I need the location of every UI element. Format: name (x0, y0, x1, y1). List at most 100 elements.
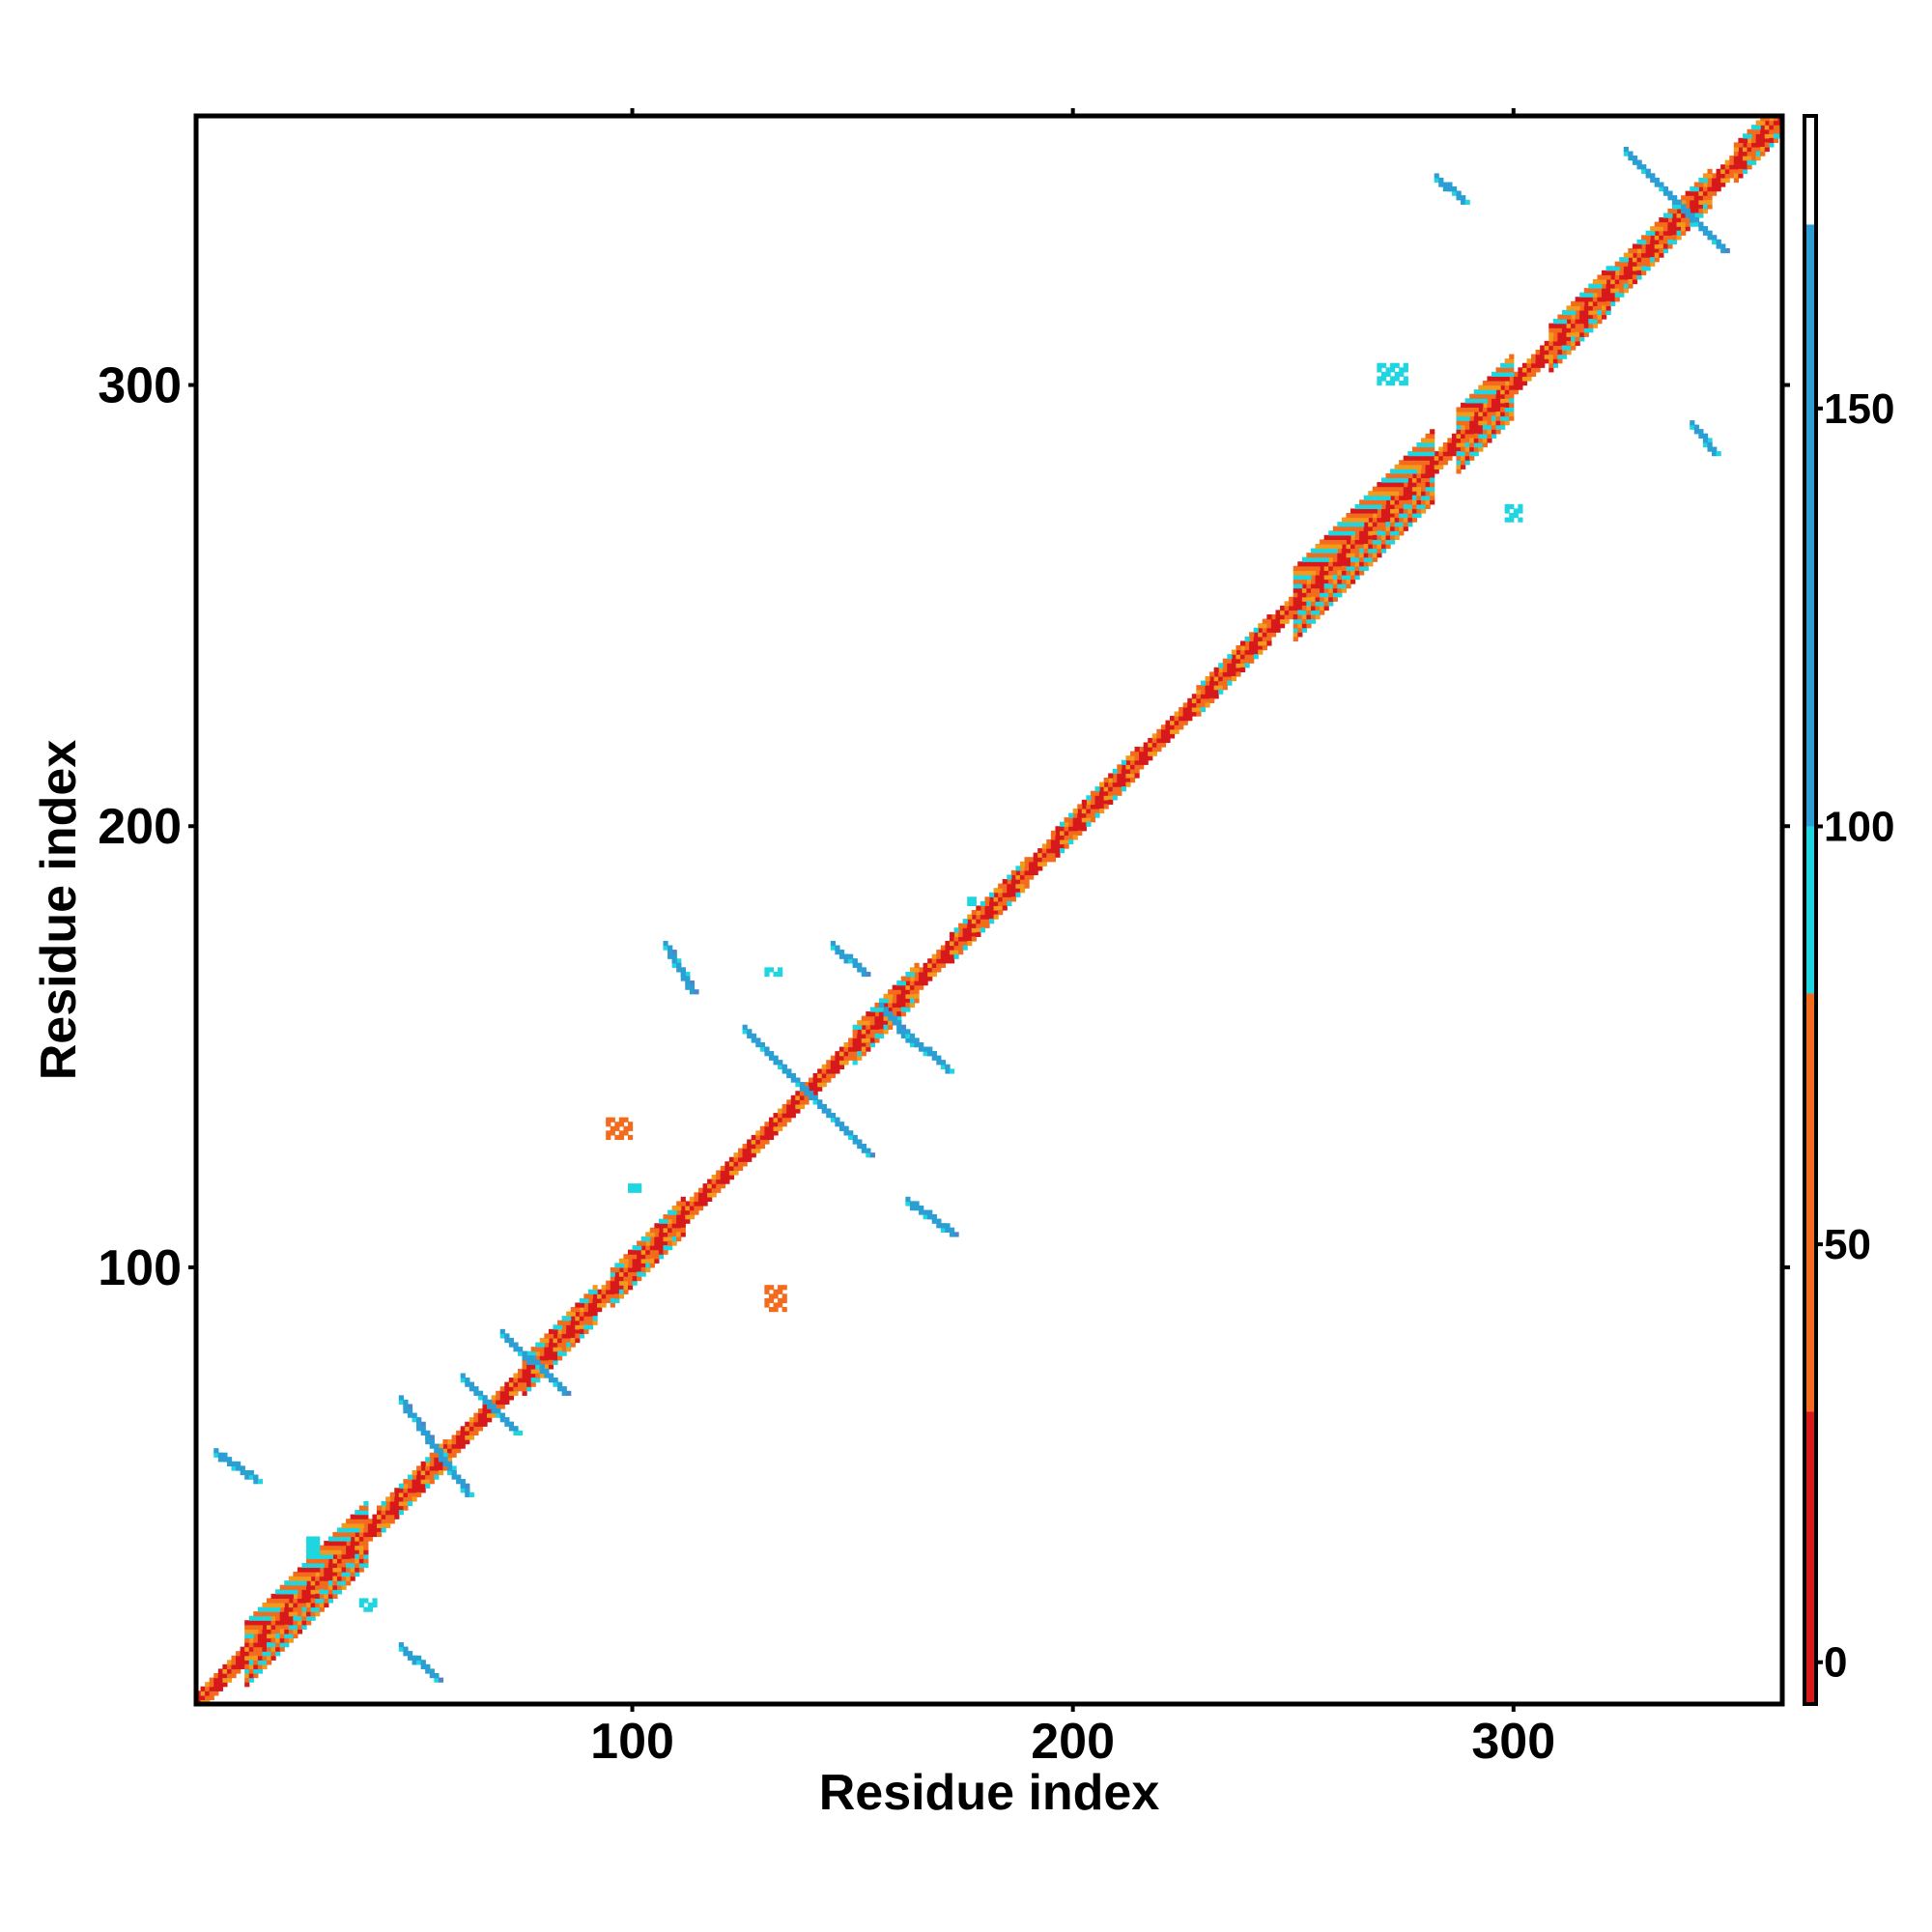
diagonal-cell (1619, 278, 1625, 285)
diagonal-cell (976, 919, 981, 924)
diagonal-cell (1425, 460, 1431, 466)
helix-cell (358, 1553, 364, 1559)
helix-cell (1293, 632, 1298, 638)
helix-cell (363, 1514, 369, 1520)
diagonal-cell (627, 1276, 634, 1282)
diagonal-cell (685, 1205, 691, 1211)
diagonal-cell (508, 1386, 514, 1392)
helix-cell (1464, 398, 1470, 404)
blob-cell (768, 1297, 775, 1304)
helix-cell (1403, 526, 1408, 531)
helix-cell (1227, 680, 1233, 686)
strand-cell (438, 1457, 444, 1463)
helix-cell (1394, 526, 1400, 531)
strand-cell (460, 1373, 466, 1378)
diagonal-cell (1033, 852, 1038, 858)
diagonal-cell (1671, 230, 1678, 236)
helix-cell (350, 1558, 355, 1564)
helix-cell (1306, 561, 1312, 567)
helix-cell (1751, 156, 1757, 161)
diagonal-cell (1315, 570, 1321, 576)
helix-cell (1566, 340, 1572, 347)
helix-cell (544, 1364, 550, 1370)
strand-cell (434, 1448, 440, 1454)
diagonal-cell (372, 1514, 378, 1520)
helix-cell (654, 1258, 660, 1264)
diagonal-cell (817, 1082, 823, 1088)
helix-cell (1416, 499, 1422, 505)
helix-cell (1773, 133, 1779, 139)
helix-cell (1464, 455, 1470, 461)
strand-cell (759, 1042, 765, 1048)
helix-cell (332, 1541, 338, 1547)
blob-cell (627, 1122, 634, 1127)
strand-cell (469, 1386, 474, 1392)
diagonal-cell (1641, 248, 1647, 254)
strand-cell (680, 976, 686, 981)
strand-cell (676, 962, 682, 968)
diagonal-cell (1213, 680, 1219, 686)
helix-cell (526, 1381, 532, 1387)
helix-cell (583, 1297, 589, 1304)
helix-cell (257, 1615, 264, 1621)
blob-cell (1518, 517, 1523, 523)
diagonal-cell (1461, 424, 1466, 430)
strand-cell (420, 1660, 426, 1665)
diagonal-cell (257, 1629, 264, 1634)
diagonal-cell (1275, 610, 1281, 615)
diagonal-cell (394, 1505, 400, 1511)
helix-cell (262, 1620, 268, 1626)
diagonal-cell (1566, 327, 1572, 333)
helix-cell (575, 1302, 581, 1308)
strand-cell (1698, 429, 1704, 435)
helix-cell (270, 1606, 276, 1612)
blob-cell (310, 1545, 316, 1550)
strand-cell (781, 1068, 787, 1074)
diagonal-cell (1368, 530, 1374, 536)
diagonal-cell (403, 1500, 409, 1507)
helix-cell (1328, 543, 1334, 550)
helix-cell (341, 1536, 347, 1542)
blob-cell (1390, 376, 1396, 382)
helix-cell (1500, 424, 1506, 430)
strand-cell (685, 976, 691, 981)
strand-cell (668, 945, 673, 951)
strand-cell (905, 1029, 911, 1035)
strand-cell (931, 1218, 937, 1224)
helix-cell (1641, 266, 1647, 271)
helix-cell (1200, 706, 1207, 713)
diagonal-cell (1086, 804, 1092, 810)
diagonal-cell (1380, 522, 1387, 527)
diagonal-cell (324, 1562, 329, 1569)
diagonal-cell (1046, 857, 1052, 863)
diagonal-cell (1143, 751, 1149, 756)
diagonal-cell (1182, 711, 1188, 717)
diagonal-cell (1742, 156, 1748, 161)
helix-cell (319, 1602, 325, 1608)
diagonal-cell (826, 1077, 832, 1083)
diagonal-cell (869, 1029, 876, 1035)
diagonal-cell (838, 1046, 845, 1052)
helix-cell (1566, 314, 1572, 320)
helix-cell (1487, 381, 1492, 386)
helix-cell (324, 1558, 329, 1564)
diagonal-cell (618, 1280, 625, 1286)
helix-cell (1385, 486, 1391, 492)
diagonal-cell (522, 1381, 527, 1387)
helix-cell (1425, 499, 1431, 505)
colorbar-tick-label: 100 (1824, 803, 1894, 850)
helix-cell (341, 1580, 347, 1586)
strand-cell (830, 1117, 836, 1122)
strand-cell (1447, 182, 1453, 187)
helix-cell (1667, 208, 1673, 214)
helix-cell (989, 892, 995, 897)
blob-cell (358, 1602, 364, 1608)
helix-cell (1487, 393, 1492, 399)
diagonal-cell (923, 976, 928, 981)
diagonal-cell (1451, 451, 1458, 457)
helix-cell (315, 1593, 321, 1599)
helix-cell (1372, 534, 1378, 540)
helix-cell (319, 1545, 325, 1550)
helix-cell (676, 1205, 682, 1211)
diagonal-cell (892, 1011, 897, 1017)
